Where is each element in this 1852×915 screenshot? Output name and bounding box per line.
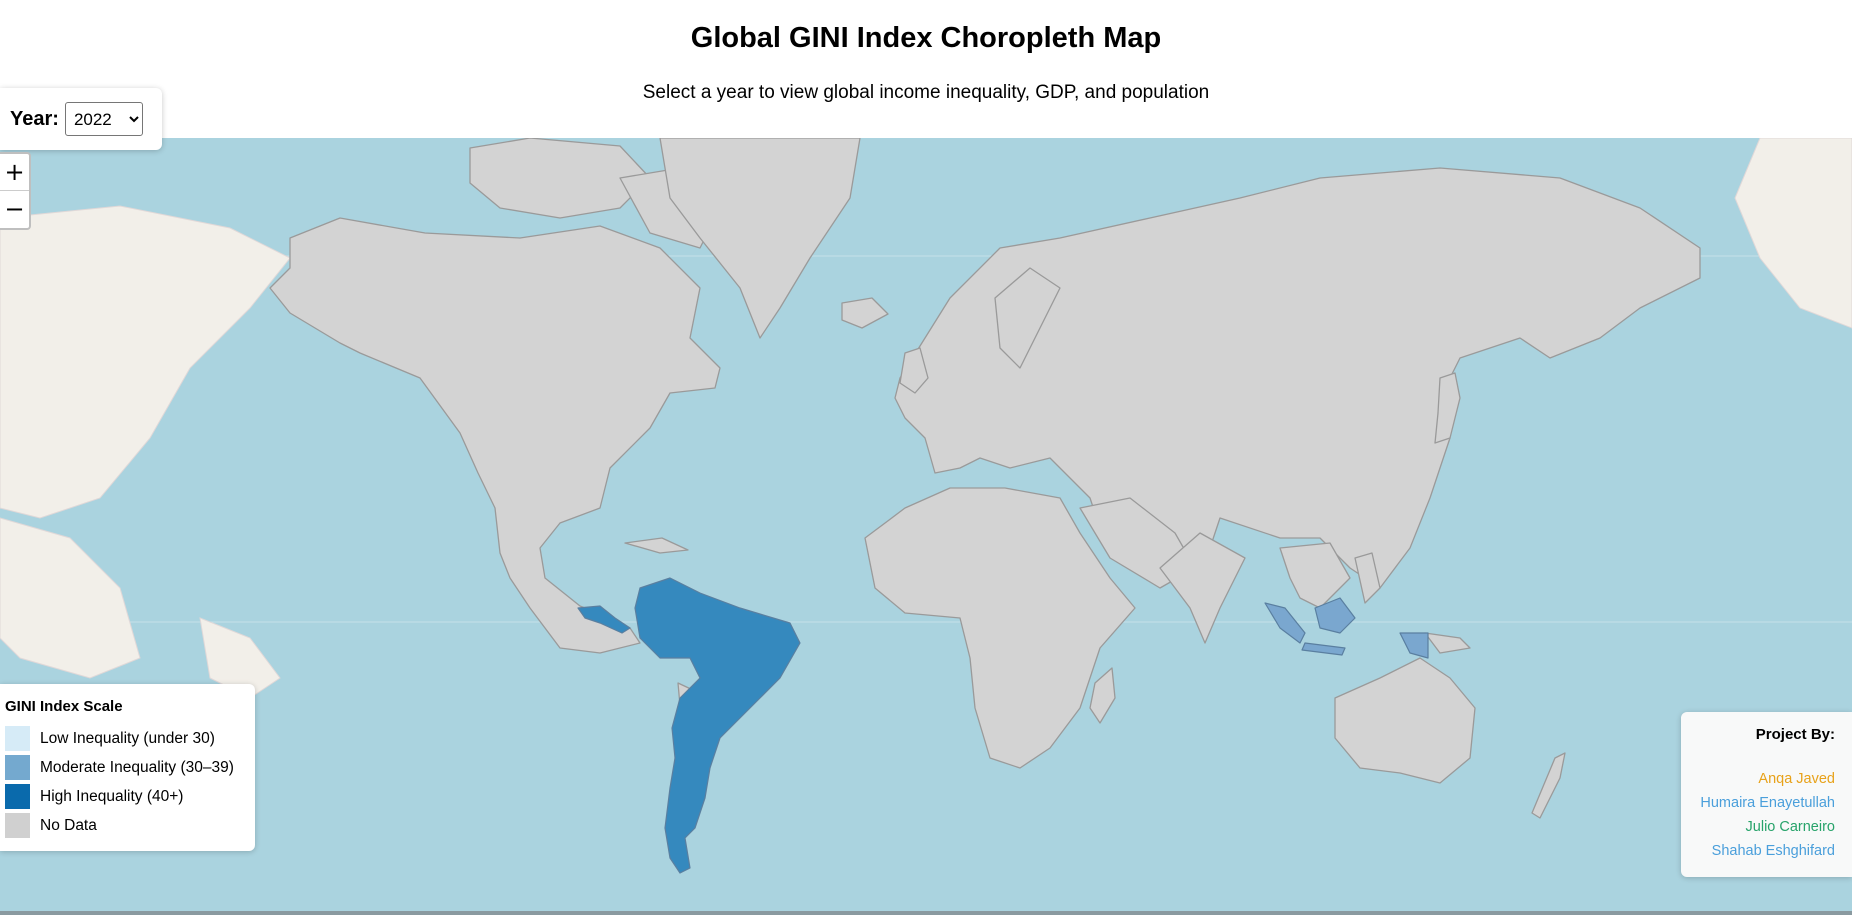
credit-name: Humaira Enayetullah (1700, 795, 1835, 811)
legend-swatch-no-data (5, 813, 30, 838)
world-map[interactable] (0, 138, 1852, 911)
zoom-control: + − (0, 152, 31, 230)
legend-swatch-low (5, 726, 30, 751)
new-zealand (1531, 752, 1566, 819)
indonesia-papua (1399, 632, 1429, 659)
legend-label-low: Low Inequality (under 30) (40, 729, 215, 747)
legend-swatch-high (5, 784, 30, 809)
year-select[interactable]: 2022 (64, 102, 143, 136)
gini-legend: GINI Index Scale Low Inequality (under 3… (0, 684, 255, 851)
credits-title: Project By: (1755, 726, 1835, 743)
no-data-countries (269, 138, 1701, 819)
project-credits: Project By: Anqa Javed Humaira Enayetull… (1681, 712, 1852, 877)
credit-name: Anqa Javed (1758, 771, 1835, 787)
page-title: Global GINI Index Choropleth Map (690, 22, 1162, 54)
japan (1434, 372, 1461, 444)
south-america-high (634, 577, 801, 874)
legend-item-low: Low Inequality (under 30) (5, 724, 255, 753)
madagascar (1089, 667, 1116, 724)
europe-asia (894, 167, 1701, 594)
map-canvas[interactable] (0, 138, 1852, 911)
indonesia-java (1301, 642, 1346, 656)
credit-name: Julio Carneiro (1745, 819, 1835, 835)
australia (1334, 657, 1476, 784)
scandinavia (994, 267, 1061, 369)
legend-label-moderate: Moderate Inequality (30–39) (40, 758, 234, 776)
africa (864, 487, 1136, 769)
page-subtitle: Select a year to view global income ineq… (642, 82, 1210, 103)
zoom-out-button[interactable]: − (0, 190, 29, 227)
moderate-inequality-countries[interactable] (1264, 597, 1429, 659)
philippines (1354, 552, 1381, 604)
arctic-islands (469, 138, 651, 219)
legend-label-high: High Inequality (40+) (40, 787, 184, 805)
high-inequality-countries[interactable] (577, 577, 801, 874)
indonesia-sumatra (1264, 602, 1306, 644)
legend-item-no-data: No Data (5, 811, 255, 840)
credit-name: Shahab Eshghifard (1711, 843, 1835, 859)
legend-item-high: High Inequality (40+) (5, 782, 255, 811)
legend-swatch-moderate (5, 755, 30, 780)
year-selector-panel: Year: 2022 (0, 88, 162, 150)
papua-east (1424, 632, 1471, 654)
iceland (841, 297, 889, 329)
cuba (624, 537, 689, 554)
india (1159, 532, 1246, 644)
year-label: Year: (10, 107, 59, 130)
basemap-wrapped-land (0, 138, 1852, 699)
greenland (659, 138, 861, 339)
legend-title: GINI Index Scale (5, 698, 123, 715)
indonesia-borneo (1314, 597, 1356, 634)
british-isles (899, 347, 929, 394)
legend-item-moderate: Moderate Inequality (30–39) (5, 753, 255, 782)
legend-label-no-data: No Data (40, 816, 97, 834)
map-bottom-border (0, 911, 1852, 915)
central-america-high (577, 605, 631, 634)
zoom-in-button[interactable]: + (4, 158, 25, 186)
